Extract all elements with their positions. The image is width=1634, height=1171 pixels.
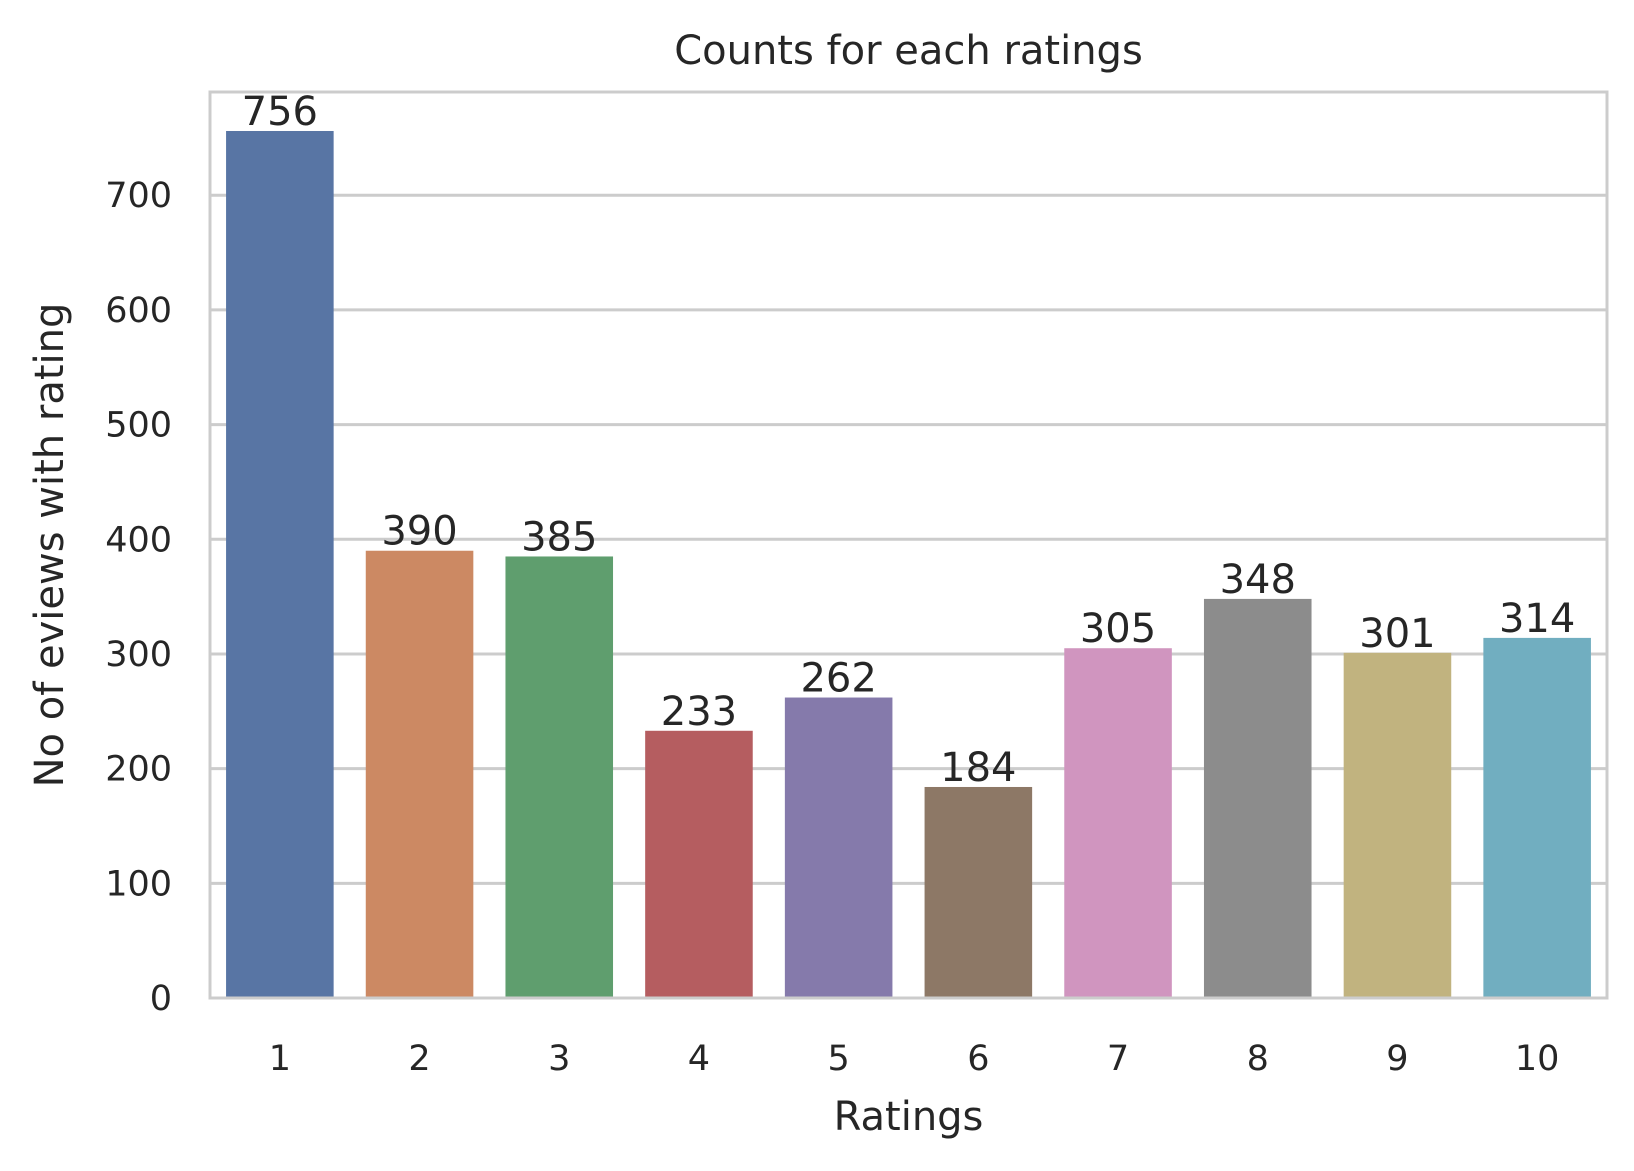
x-tick-label: 4 bbox=[688, 1039, 710, 1079]
x-tick-label: 1 bbox=[269, 1039, 291, 1079]
bar-rating-2 bbox=[365, 550, 474, 998]
x-tick-labels: 1 2 3 4 5 6 7 8 9 10 bbox=[269, 1039, 1560, 1079]
bar-value-label: 262 bbox=[800, 656, 876, 702]
y-tick-label: 200 bbox=[105, 750, 172, 790]
y-tick-label: 600 bbox=[105, 291, 172, 331]
x-tick-label: 6 bbox=[967, 1039, 989, 1079]
x-tick-label: 8 bbox=[1247, 1039, 1269, 1079]
bar-rating-4 bbox=[645, 730, 753, 998]
bar-rating-1 bbox=[226, 130, 334, 998]
x-tick-label: 5 bbox=[828, 1039, 850, 1079]
bars-layer bbox=[226, 130, 1591, 998]
bar-value-label: 390 bbox=[381, 509, 457, 555]
x-tick-label: 2 bbox=[408, 1039, 430, 1079]
bar-value-label: 385 bbox=[521, 514, 597, 560]
bar-rating-9 bbox=[1343, 652, 1452, 998]
y-tick-label: 300 bbox=[105, 635, 172, 675]
y-tick-label: 700 bbox=[105, 176, 172, 216]
bar-rating-3 bbox=[505, 556, 614, 998]
x-axis-label: Ratings bbox=[834, 1094, 984, 1140]
bar-rating-8 bbox=[1203, 598, 1312, 998]
y-tick-label: 0 bbox=[150, 979, 172, 1019]
bar-value-label: 184 bbox=[940, 745, 1016, 791]
y-tick-labels: 0 100 200 300 400 500 600 700 bbox=[105, 176, 172, 1019]
bar-value-label: 756 bbox=[242, 89, 318, 135]
x-tick-label: 3 bbox=[548, 1039, 570, 1079]
bar-rating-10 bbox=[1483, 637, 1591, 998]
y-tick-label: 400 bbox=[105, 520, 172, 560]
y-tick-label: 100 bbox=[105, 864, 172, 904]
chart-title: Counts for each ratings bbox=[674, 28, 1143, 74]
x-tick-label: 10 bbox=[1515, 1039, 1560, 1079]
y-axis-label: No of eviews with rating bbox=[27, 303, 73, 788]
bar-value-label: 233 bbox=[661, 689, 737, 735]
x-tick-label: 9 bbox=[1386, 1039, 1408, 1079]
bar-value-label: 314 bbox=[1499, 596, 1575, 642]
data-labels-layer: 756 390 385 233 262 184 305 348 301 314 bbox=[242, 89, 1576, 791]
x-tick-label: 7 bbox=[1107, 1039, 1129, 1079]
bar-value-label: 301 bbox=[1359, 611, 1435, 657]
bar-value-label: 305 bbox=[1080, 606, 1156, 652]
y-tick-label: 500 bbox=[105, 406, 172, 446]
bar-rating-5 bbox=[784, 697, 893, 998]
bar-value-label: 348 bbox=[1220, 557, 1296, 603]
plot-frame bbox=[208, 90, 1609, 1000]
bar-rating-7 bbox=[1064, 648, 1172, 998]
bar-rating-6 bbox=[924, 786, 1033, 998]
